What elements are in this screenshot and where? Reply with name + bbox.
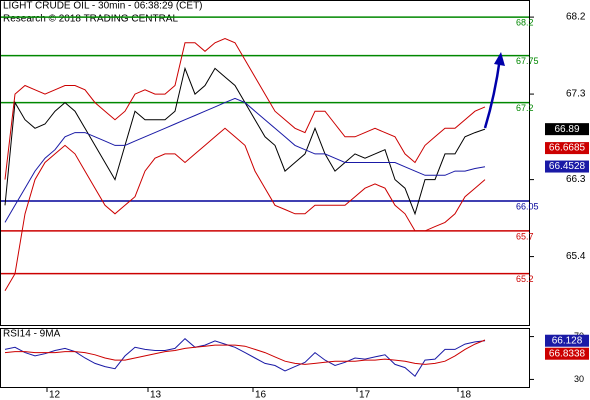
y-tick-label: 68.2 <box>566 12 586 23</box>
level-label: 68.2 <box>516 17 534 27</box>
x-tick-label: 18 <box>460 390 472 400</box>
rsi-label: 66.8338 <box>549 348 586 359</box>
price-label: 66.4528 <box>549 161 586 172</box>
x-tick-label: 13 <box>150 390 162 400</box>
x-tick-label: 12 <box>49 390 61 400</box>
rsi-label-box <box>545 347 589 360</box>
level-label: 67.75 <box>516 56 539 66</box>
y-tick-label: 65.4 <box>566 251 586 262</box>
rsi-tick-label: 30 <box>574 374 584 384</box>
forecast-arrowhead <box>494 52 505 66</box>
level-label: 65.7 <box>516 231 534 241</box>
x-tick-label: 17 <box>359 390 371 400</box>
x-tick-label: 16 <box>255 390 267 400</box>
series-line <box>4 97 486 223</box>
price-label-box <box>545 142 589 155</box>
y-tick-label: 66.3 <box>566 174 586 185</box>
price-label-box <box>545 160 589 173</box>
series-line <box>4 37 486 180</box>
level-label: 65.2 <box>516 274 534 284</box>
chart-subtitle: Research © 2018 TRADING CENTRAL <box>3 14 178 25</box>
price-label-box <box>545 123 589 136</box>
series-line <box>4 127 486 292</box>
rsi-panel <box>0 328 530 388</box>
series-line <box>4 338 486 377</box>
rsi-label: 66.128 <box>552 335 583 346</box>
series-line <box>4 339 486 365</box>
y-tick-label: 67.3 <box>566 89 586 100</box>
level-label: 66.05 <box>516 201 539 211</box>
chart-title: LIGHT CRUDE OIL - 30min - 06:38:29 (CET) <box>3 1 203 12</box>
rsi-label-box <box>545 334 589 347</box>
rsi-title: RSI14 - 9MA <box>3 329 61 340</box>
level-label: 67.2 <box>516 103 534 113</box>
price-label: 66.89 <box>554 124 579 135</box>
price-label: 66.6685 <box>549 143 586 154</box>
